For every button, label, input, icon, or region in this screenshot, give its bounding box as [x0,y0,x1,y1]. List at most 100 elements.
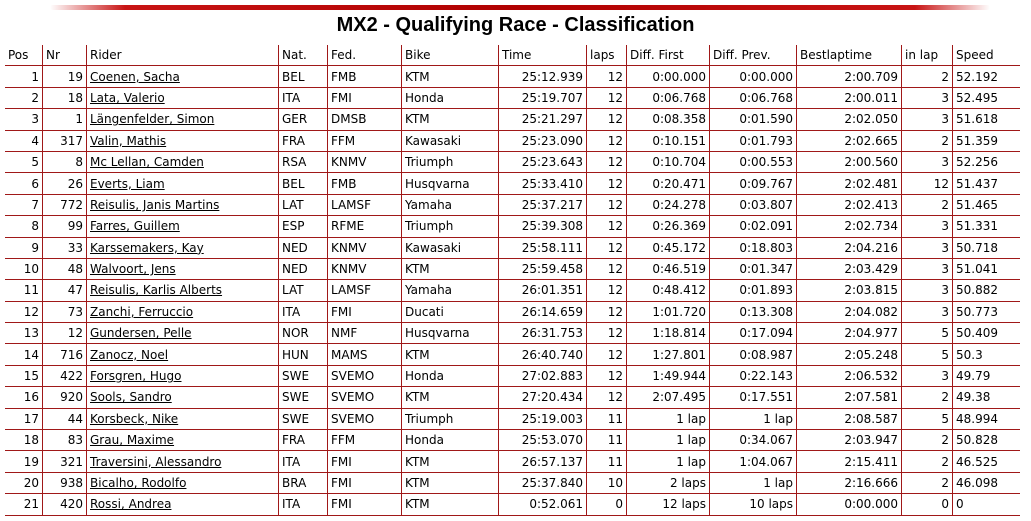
cell-nr: 420 [43,494,87,516]
rider-link[interactable]: Forsgren, Hugo [90,369,182,384]
rider-link[interactable]: Bicalho, Rodolfo [90,476,187,490]
rider-link[interactable]: Karssemakers, Kay [90,240,204,255]
cell-time: 25:37.840 [499,472,587,495]
rider-link[interactable]: Sools, Sandro [90,390,172,405]
cell-nr: 33 [43,237,87,259]
cell-diff-first: 1:18.814 [627,323,710,345]
rider-link[interactable]: Coenen, Sacha [90,69,180,84]
rider-link[interactable]: Grau, Maxime [90,433,175,448]
cell-speed: 52.192 [953,66,1020,88]
cell-bike: KTM [402,494,499,516]
cell-laps: 10 [587,472,627,495]
cell-speed: 49.38 [953,387,1020,409]
cell-pos: 5 [5,151,43,174]
cell-fed: NMF [328,323,402,345]
cell-diff-prev: 0:01.793 [710,130,797,152]
cell-diff-prev: 0:01.893 [710,280,797,302]
cell-diff-first: 0:10.704 [627,151,710,174]
column-header-diff-prev: Diff. Prev. [710,45,797,67]
column-header-laps: laps [587,45,627,67]
cell-bike: KTM [402,109,499,131]
cell-rider: Grau, Maxime [87,430,279,452]
rider-link[interactable]: Everts, Liam [90,176,165,191]
rider-link[interactable]: Valin, Mathis [90,133,167,148]
cell-nat: BEL [279,173,328,195]
cell-pos: 1 [5,66,43,88]
cell-bike: Triumph [402,151,499,174]
rider-link[interactable]: Korsbeck, Nike [90,411,179,426]
cell-bestlaptime: 2:03.429 [797,258,902,281]
cell-bestlaptime: 2:16.666 [797,472,902,495]
cell-laps: 11 [587,451,627,473]
cell-laps: 12 [587,237,627,259]
cell-diff-first: 12 laps [627,494,710,516]
cell-rider: Rossi, Andrea [87,494,279,516]
rider-link[interactable]: Gundersen, Pelle [90,326,192,341]
cell-pos: 15 [5,365,43,388]
rider-link[interactable]: Längenfelder, Simon [90,112,215,127]
cell-bestlaptime: 2:08.587 [797,408,902,431]
cell-nr: 47 [43,280,87,302]
rider-link[interactable]: Rossi, Andrea [90,497,172,512]
cell-diff-prev: 0:02.091 [710,216,797,238]
cell-diff-prev: 0:06.768 [710,87,797,110]
cell-rider: Lata, Valerio [87,87,279,110]
cell-laps: 12 [587,387,627,409]
rider-link[interactable]: Reisulis, Janis Martins [90,197,220,212]
cell-laps: 0 [587,494,627,516]
cell-nr: 772 [43,194,87,217]
rider-link[interactable]: Lata, Valerio [90,90,165,105]
cell-time: 25:12.939 [499,66,587,88]
table-row: 5 8 Mc Lellan, Camden RSA KNMV Triumph 25:23.6… [5,151,1020,174]
cell-bestlaptime: 2:02.050 [797,109,902,131]
cell-in-lap: 2 [902,130,953,152]
cell-time: 25:21.297 [499,109,587,131]
table-row: 16 920 Sools, Sandro SWE SVEMO KTM 27:20.434 12… [5,387,1020,409]
rider-link[interactable]: Mc Lellan, Camden [90,155,204,170]
cell-time: 25:37.217 [499,194,587,217]
cell-rider: Karssemakers, Kay [87,237,279,259]
rider-link[interactable]: Walvoort, Jens [90,262,176,277]
cell-rider: Gundersen, Pelle [87,323,279,345]
cell-rider: Reisulis, Janis Martins [87,194,279,217]
rider-link[interactable]: Reisulis, Karlis Alberts [90,283,223,298]
cell-nr: 18 [43,87,87,110]
cell-laps: 11 [587,430,627,452]
cell-rider: Coenen, Sacha [87,66,279,88]
rider-link[interactable]: Farres, Guillem [90,219,180,234]
cell-bestlaptime: 2:04.977 [797,323,902,345]
column-header-diff-first: Diff. First [627,45,710,67]
page-title: MX2 - Qualifying Race - Classification [336,14,695,36]
cell-laps: 12 [587,66,627,88]
cell-in-lap: 3 [902,109,953,131]
cell-in-lap: 2 [902,430,953,452]
cell-in-lap: 2 [902,66,953,88]
cell-fed: SVEMO [328,365,402,388]
cell-bike: Honda [402,365,499,388]
cell-diff-prev: 1:04.067 [710,451,797,473]
cell-time: 25:19.707 [499,87,587,110]
table-row: 21 420 Rossi, Andrea ITA FMI KTM 0:52.061 0 12 l… [5,494,1020,516]
cell-laps: 12 [587,301,627,324]
cell-bike: KTM [402,387,499,409]
cell-in-lap: 3 [902,87,953,110]
cell-bestlaptime: 2:02.665 [797,130,902,152]
cell-diff-prev: 0:17.551 [710,387,797,409]
cell-laps: 11 [587,408,627,431]
rider-link[interactable]: Traversini, Alessandro [90,454,222,469]
cell-in-lap: 12 [902,173,953,195]
cell-pos: 16 [5,387,43,409]
cell-nr: 716 [43,344,87,366]
cell-pos: 10 [5,258,43,281]
rider-link[interactable]: Zanchi, Ferruccio [90,304,194,319]
cell-bestlaptime: 2:15.411 [797,451,902,473]
cell-pos: 11 [5,280,43,302]
cell-nr: 8 [43,151,87,174]
cell-nat: BRA [279,472,328,495]
cell-fed: MAMS [328,344,402,366]
cell-nr: 422 [43,365,87,388]
rider-link[interactable]: Zanocz, Noel [90,347,169,362]
cell-diff-first: 1:01.720 [627,301,710,324]
cell-time: 25:53.070 [499,430,587,452]
cell-nat: ITA [279,451,328,473]
